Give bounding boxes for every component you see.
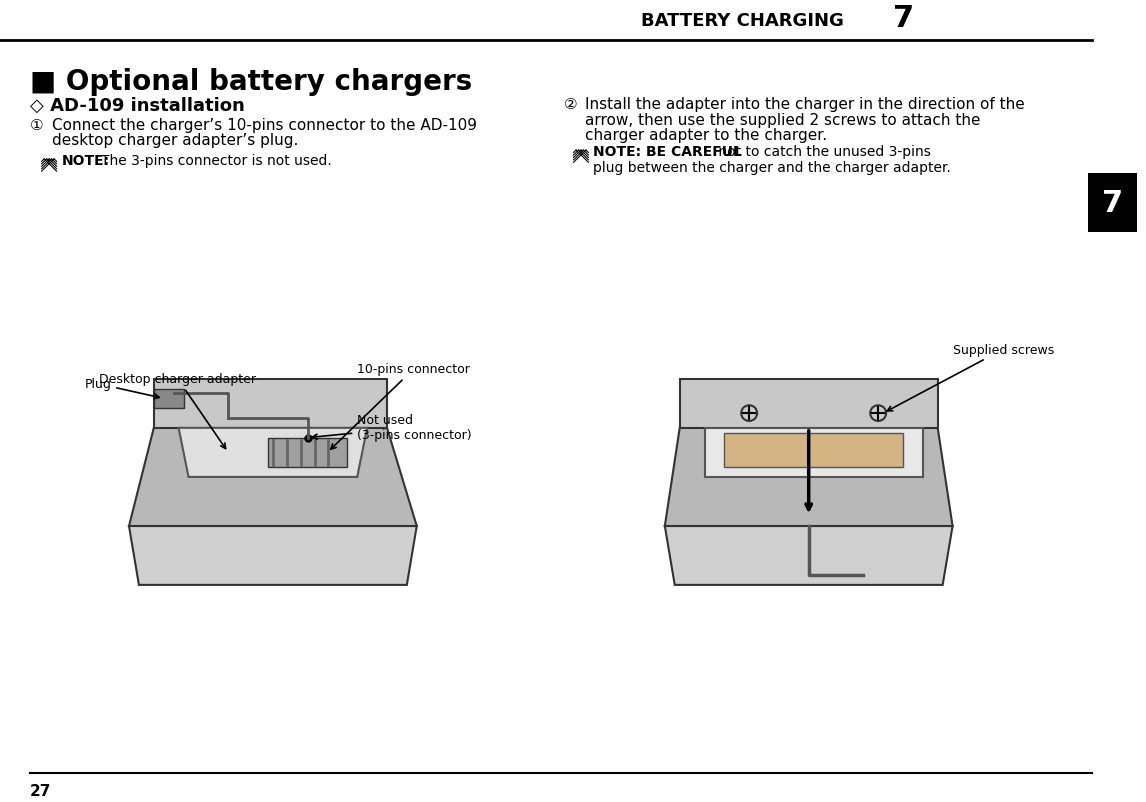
- Polygon shape: [179, 428, 367, 477]
- Polygon shape: [665, 428, 952, 526]
- Text: Desktop charger adapter: Desktop charger adapter: [100, 373, 257, 449]
- Text: desktop charger adapter’s plug.: desktop charger adapter’s plug.: [52, 133, 298, 148]
- Polygon shape: [129, 526, 417, 585]
- Bar: [724, 433, 903, 468]
- Text: Supplied screws: Supplied screws: [887, 343, 1054, 411]
- Polygon shape: [129, 428, 417, 526]
- Text: charger adapter to the charger.: charger adapter to the charger.: [586, 128, 827, 144]
- Text: Plug: Plug: [85, 378, 159, 399]
- Circle shape: [741, 406, 758, 421]
- Polygon shape: [154, 389, 183, 409]
- Text: plug between the charger and the charger adapter.: plug between the charger and the charger…: [594, 160, 951, 175]
- Text: 7: 7: [893, 4, 915, 33]
- Bar: [268, 438, 347, 468]
- Text: Not used
(3-pins connector): Not used (3-pins connector): [312, 414, 472, 442]
- Text: Install the adapter into the charger in the direction of the: Install the adapter into the charger in …: [586, 97, 1026, 112]
- Text: NOTE: BE CAREFUL: NOTE: BE CAREFUL: [594, 145, 743, 159]
- Text: arrow, then use the supplied 2 screws to attach the: arrow, then use the supplied 2 screws to…: [586, 112, 981, 128]
- Polygon shape: [154, 379, 387, 428]
- Text: 7: 7: [1101, 188, 1123, 217]
- Text: 27: 27: [30, 784, 52, 798]
- Text: ①: ①: [30, 118, 44, 132]
- Text: BATTERY CHARGING: BATTERY CHARGING: [641, 12, 843, 30]
- Text: NOTE:: NOTE:: [62, 154, 110, 168]
- Text: ◇ AD-109 installation: ◇ AD-109 installation: [30, 97, 244, 115]
- Text: 10-pins connector: 10-pins connector: [331, 363, 470, 450]
- Text: The 3-pins connector is not used.: The 3-pins connector is not used.: [101, 154, 332, 168]
- Text: Connect the charger’s 10-pins connector to the AD-109: Connect the charger’s 10-pins connector …: [52, 118, 477, 132]
- Polygon shape: [680, 379, 937, 428]
- Text: ■ Optional battery chargers: ■ Optional battery chargers: [30, 67, 472, 95]
- Polygon shape: [665, 526, 952, 585]
- Circle shape: [870, 406, 886, 421]
- Text: ②: ②: [564, 97, 578, 112]
- Bar: [1088, 173, 1137, 233]
- Text: not to catch the unused 3-pins: not to catch the unused 3-pins: [714, 145, 932, 159]
- Bar: [705, 428, 923, 477]
